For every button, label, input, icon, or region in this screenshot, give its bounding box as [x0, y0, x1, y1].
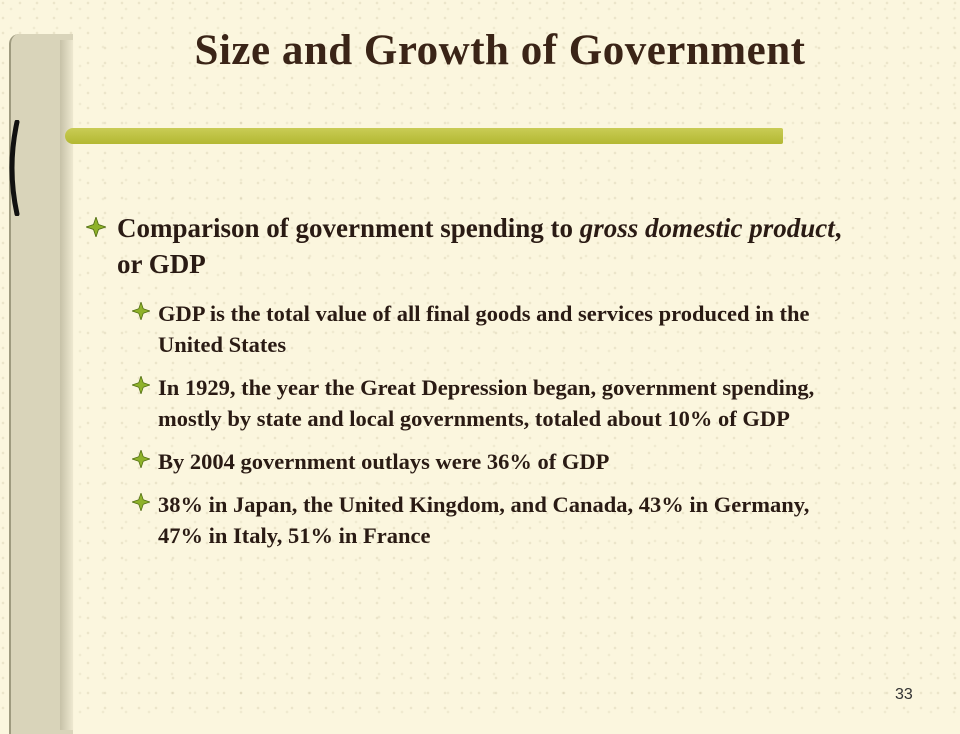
bullet-list: Comparison of government spending to gro… — [86, 210, 846, 551]
sub-bullet-text: GDP is the total value of all final good… — [158, 301, 810, 357]
main-bullet-italic: gross domestic product — [579, 213, 835, 243]
main-bullet-suffix: , or GDP — [117, 213, 842, 279]
sub-bullet: 38% in Japan, the United Kingdom, and Ca… — [132, 489, 846, 551]
sub-bullet: In 1929, the year the Great Depression b… — [132, 372, 846, 434]
sub-bullet-text: In 1929, the year the Great Depression b… — [158, 375, 815, 431]
sub-bullet: By 2004 government outlays were 36% of G… — [132, 446, 846, 477]
sub-bullet: GDP is the total value of all final good… — [132, 298, 846, 360]
four-point-star-bullet-icon — [132, 493, 150, 511]
sub-bullet-text: By 2004 government outlays were 36% of G… — [158, 449, 610, 474]
four-point-star-bullet-icon — [86, 217, 106, 237]
title-underline-rule — [65, 128, 783, 144]
four-point-star-bullet-icon — [132, 376, 150, 394]
main-bullet: Comparison of government spending to gro… — [86, 210, 846, 282]
four-point-star-bullet-icon — [132, 302, 150, 320]
left-bar-shadow — [60, 40, 74, 730]
main-bullet-text: Comparison of government spending to — [117, 213, 580, 243]
bracket-decoration-icon — [9, 120, 20, 216]
four-point-star-bullet-icon — [132, 450, 150, 468]
sub-bullet-text: 38% in Japan, the United Kingdom, and Ca… — [158, 492, 810, 548]
slide-title: Size and Growth of Government — [194, 27, 806, 74]
page-number: 33 — [895, 686, 913, 703]
